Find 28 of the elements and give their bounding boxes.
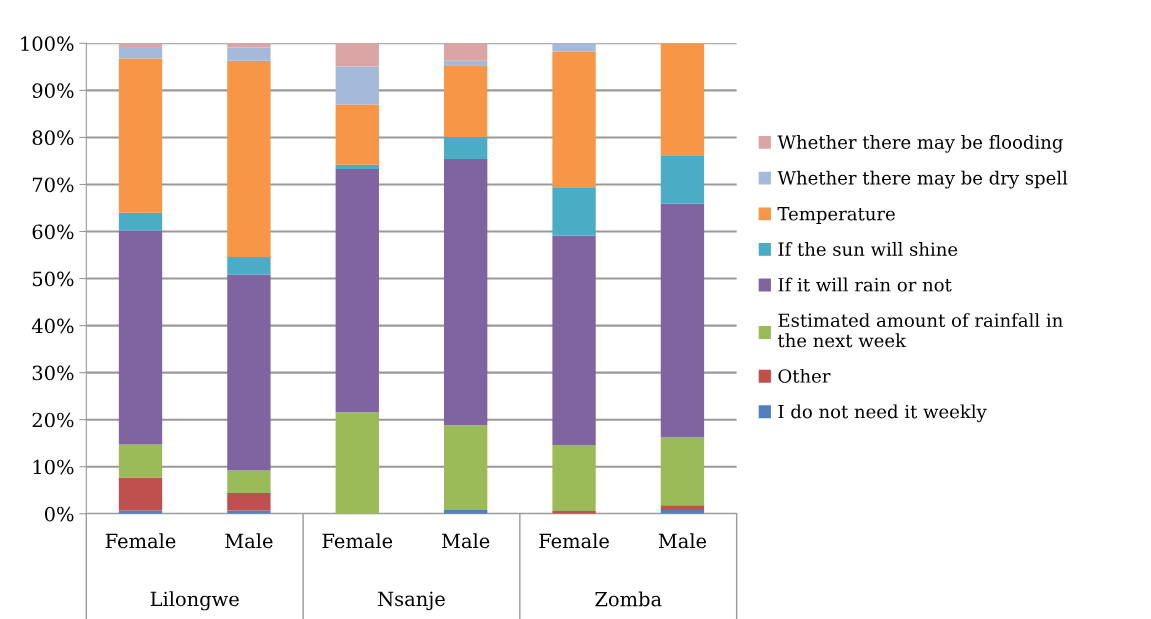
- x-tick-label: Female: [539, 533, 609, 549]
- y-tick-label: 60%: [32, 224, 74, 240]
- text: Lilongwe: [150, 591, 239, 611]
- legend-label: I do not need it weekly: [778, 404, 987, 423]
- text: Zomba: [595, 591, 662, 607]
- y-tick-label: 0%: [44, 506, 74, 522]
- text: Nsanje: [378, 591, 445, 611]
- y-tick-label: 40%: [31, 318, 74, 334]
- y-tick-label: 30%: [32, 365, 74, 381]
- x-tick-label: Male: [225, 533, 273, 549]
- y-tick-label: 10%: [33, 459, 74, 475]
- legend-label: Whether there may be flooding: [777, 134, 1063, 153]
- y-tick-label: 80%: [32, 130, 74, 146]
- x-tick-label: Male: [658, 533, 707, 549]
- y-tick-label: 50%: [32, 271, 74, 287]
- y-tick-label: 100%: [21, 36, 74, 51]
- x-tick-label: Female: [322, 533, 393, 549]
- y-tick-label: 20%: [32, 412, 74, 428]
- legend-label: If the sun will shine: [778, 242, 958, 257]
- x-tick-label: Female: [105, 533, 176, 549]
- legend-label: Estimated amount of rainfall in the next week: [777, 313, 1063, 348]
- x-tick-label: Male: [442, 533, 490, 549]
- y-tick-label: 90%: [32, 83, 74, 99]
- legend-label: Other: [778, 368, 831, 383]
- legend-label: If it will rain or not: [778, 277, 952, 292]
- y-tick-label: 70%: [32, 177, 74, 193]
- legend-label: Whether there may be dry spell: [777, 170, 1068, 189]
- legend-label: Temperature: [777, 207, 895, 225]
